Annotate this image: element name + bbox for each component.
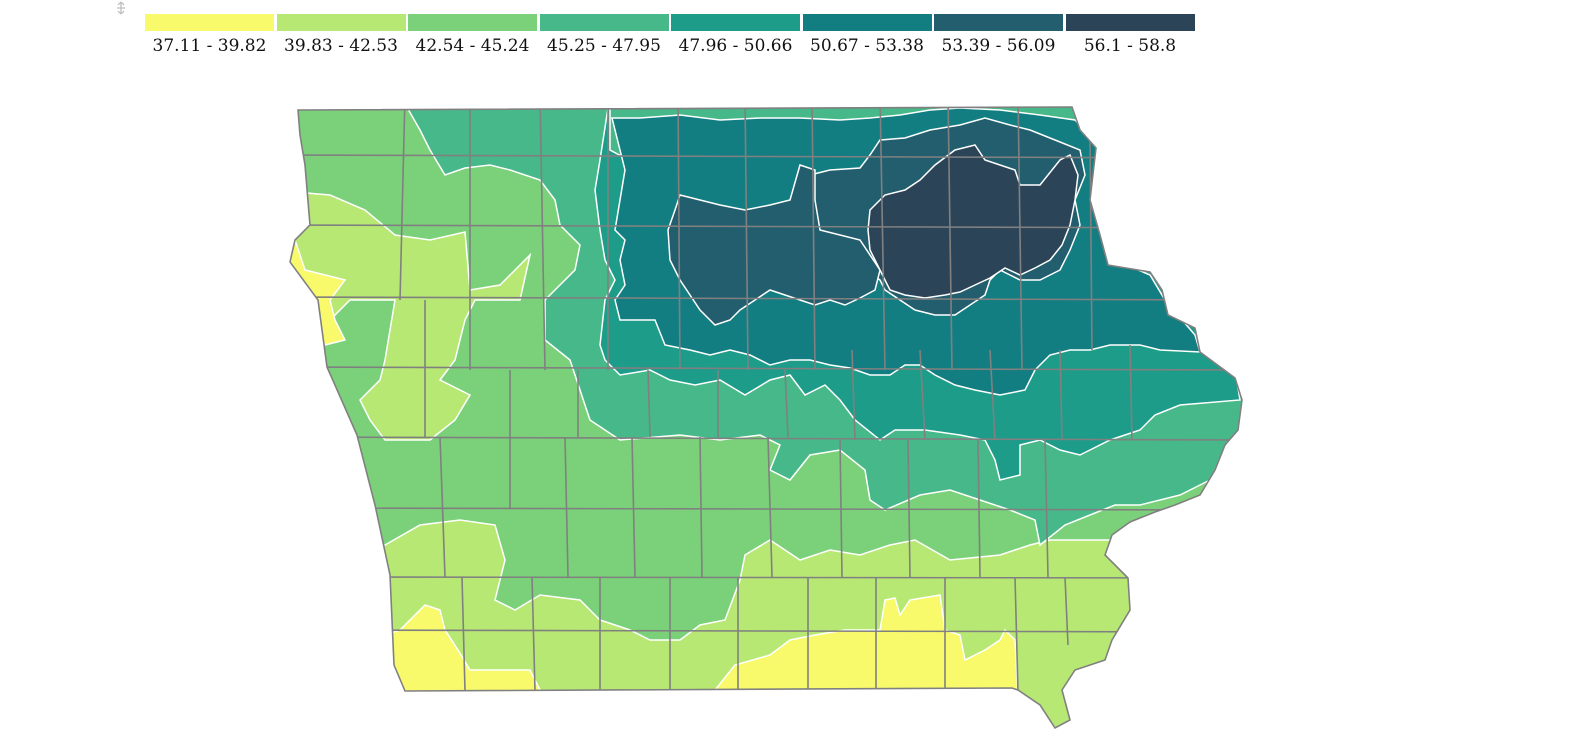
band-53-39-56-09-west bbox=[667, 164, 881, 326]
legend-swatch bbox=[408, 14, 537, 31]
legend-label: 42.54 - 45.24 bbox=[415, 36, 530, 56]
map-legend: 37.11 - 39.82 39.83 - 42.53 42.54 - 45.2… bbox=[145, 14, 1197, 56]
legend-swatch bbox=[671, 14, 800, 31]
state-outline bbox=[289, 106, 1243, 730]
legend-swatch bbox=[276, 14, 406, 31]
legend-item: 53.39 - 56.09 bbox=[934, 14, 1063, 56]
county-borders bbox=[290, 107, 1242, 692]
legend-swatch bbox=[145, 14, 274, 31]
legend-item: 45.25 - 47.95 bbox=[539, 14, 669, 56]
legend-label: 53.39 - 56.09 bbox=[941, 36, 1056, 56]
legend-swatch bbox=[934, 14, 1063, 31]
legend-item: 47.96 - 50.66 bbox=[671, 14, 800, 56]
legend-label: 56.1 - 58.8 bbox=[1083, 36, 1177, 56]
legend-swatch bbox=[802, 14, 932, 31]
legend-item: 50.67 - 53.38 bbox=[802, 14, 932, 56]
legend-swatch bbox=[1065, 14, 1195, 31]
contour-bands bbox=[290, 107, 1242, 728]
legend-item: 42.54 - 45.24 bbox=[408, 14, 537, 56]
legend-label: 37.11 - 39.82 bbox=[152, 36, 267, 56]
legend-label: 47.96 - 50.66 bbox=[678, 36, 793, 56]
drag-handle-icon[interactable] bbox=[114, 0, 128, 15]
legend-item: 56.1 - 58.8 bbox=[1065, 14, 1195, 56]
legend-label: 50.67 - 53.38 bbox=[810, 36, 924, 56]
legend-label: 45.25 - 47.95 bbox=[547, 36, 661, 56]
legend-swatch bbox=[539, 14, 669, 31]
legend-item: 39.83 - 42.53 bbox=[276, 14, 406, 56]
legend-item: 37.11 - 39.82 bbox=[145, 14, 274, 56]
band-56-1-58-8 bbox=[867, 144, 1079, 299]
band-39-83-42-53-west bbox=[290, 189, 532, 441]
legend-label: 39.83 - 42.53 bbox=[284, 36, 398, 56]
